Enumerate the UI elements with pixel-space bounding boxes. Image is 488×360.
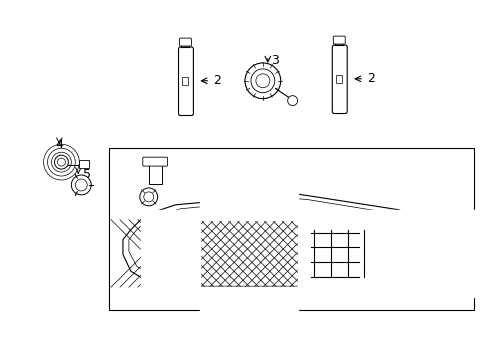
- Bar: [148, 162, 162, 184]
- Polygon shape: [383, 231, 426, 274]
- Polygon shape: [122, 193, 440, 292]
- Bar: [200, 220, 297, 287]
- Bar: [79, 160, 89, 168]
- FancyBboxPatch shape: [333, 36, 345, 44]
- Bar: [182, 77, 188, 85]
- Circle shape: [285, 187, 293, 195]
- Text: 2: 2: [366, 72, 374, 85]
- Circle shape: [165, 242, 191, 267]
- Bar: [336, 75, 342, 83]
- Circle shape: [156, 233, 200, 276]
- Circle shape: [54, 155, 68, 169]
- Circle shape: [287, 96, 297, 105]
- Text: 5: 5: [83, 168, 91, 181]
- Circle shape: [244, 63, 280, 99]
- Text: 3: 3: [270, 54, 278, 67]
- Circle shape: [255, 74, 269, 88]
- Text: 4: 4: [56, 138, 63, 151]
- Circle shape: [75, 179, 87, 191]
- Circle shape: [71, 175, 91, 195]
- Bar: [109, 148, 473, 310]
- FancyBboxPatch shape: [332, 45, 346, 113]
- FancyBboxPatch shape: [178, 47, 193, 116]
- Circle shape: [140, 188, 157, 206]
- FancyBboxPatch shape: [179, 38, 191, 46]
- Text: 1: 1: [287, 312, 295, 325]
- Text: 2: 2: [213, 74, 221, 87]
- FancyBboxPatch shape: [142, 157, 167, 166]
- Circle shape: [57, 158, 65, 166]
- Circle shape: [250, 69, 274, 93]
- Circle shape: [143, 192, 153, 202]
